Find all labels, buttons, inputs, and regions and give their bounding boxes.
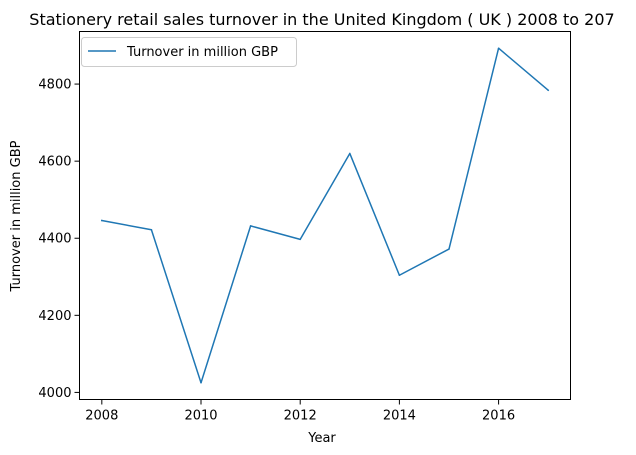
y-axis-label: Turnover in million GBP	[9, 140, 24, 292]
data-point	[448, 248, 450, 250]
x-tick-label: 2012	[284, 409, 317, 424]
x-tick-label: 2008	[85, 409, 118, 424]
data-point	[200, 382, 202, 384]
y-tick-label: 4000	[38, 386, 71, 401]
legend-label: Turnover in million GBP	[126, 45, 278, 60]
data-point	[547, 89, 549, 91]
data-point	[349, 153, 351, 155]
data-point	[299, 239, 301, 241]
data-point	[498, 47, 500, 49]
x-tick-label: 2016	[482, 409, 515, 424]
data-point	[250, 225, 252, 227]
legend: Turnover in million GBP	[82, 38, 297, 67]
data-point	[399, 274, 401, 276]
data-point	[101, 220, 103, 222]
y-tick-label: 4800	[38, 78, 71, 93]
x-tick-label: 2010	[184, 409, 217, 424]
x-tick-label: 2014	[383, 409, 416, 424]
y-tick-label: 4600	[38, 155, 71, 170]
chart-title: Stationery retail sales turnover in the …	[29, 10, 614, 29]
data-point	[151, 229, 153, 231]
x-axis-label: Year	[307, 431, 336, 446]
y-tick-label: 4400	[38, 232, 71, 247]
y-tick-label: 4200	[38, 309, 71, 324]
